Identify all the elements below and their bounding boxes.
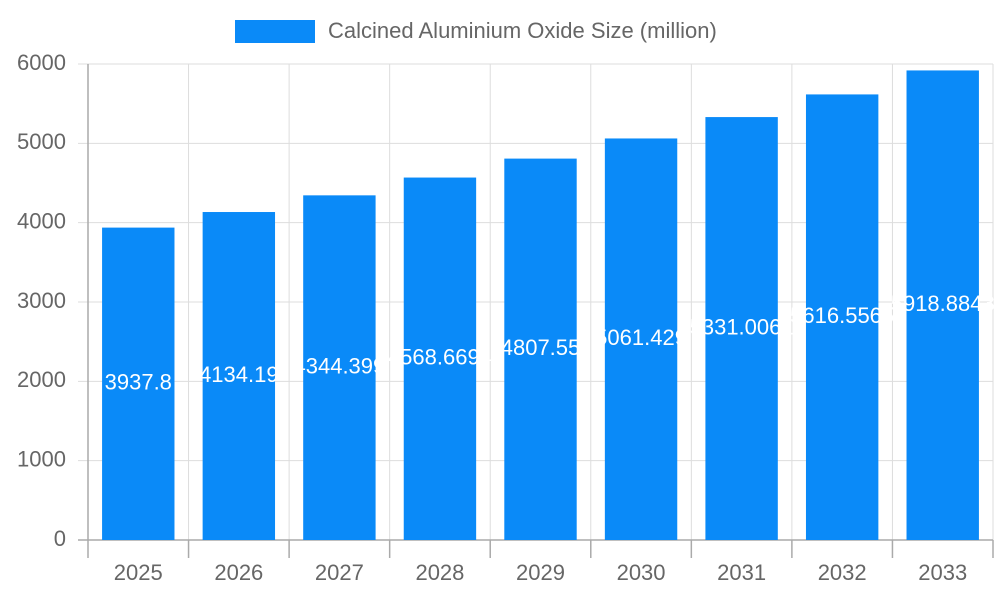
x-tick-label: 2027	[315, 560, 364, 585]
legend-swatch	[235, 20, 315, 43]
y-tick-label: 3000	[17, 288, 66, 313]
bar	[403, 177, 477, 540]
value-label: 5918.8843	[891, 291, 995, 316]
legend-label: Calcined Aluminium Oxide Size (million)	[328, 18, 717, 43]
bar	[604, 138, 678, 540]
y-tick-label: 5000	[17, 129, 66, 154]
x-tick-label: 2025	[114, 560, 163, 585]
x-tick-label: 2028	[415, 560, 464, 585]
x-tick-label: 2026	[214, 560, 263, 585]
bar	[504, 158, 577, 541]
value-label: 5616.5565	[790, 303, 894, 328]
y-tick-label: 2000	[17, 367, 66, 392]
value-label: 4807.55	[501, 335, 581, 360]
value-label: 4134.19	[199, 362, 279, 387]
value-label: 5061.429	[595, 325, 687, 350]
x-tick-label: 2029	[516, 560, 565, 585]
bar	[202, 212, 276, 540]
value-label: 3937.8	[105, 370, 172, 395]
value-label: 5331.0061	[690, 314, 794, 339]
value-label: 4568.6694	[388, 345, 492, 370]
x-tick-label: 2033	[918, 560, 967, 585]
value-label: 4344.399	[294, 353, 386, 378]
y-tick-label: 6000	[17, 50, 66, 75]
x-tick-label: 2031	[717, 560, 766, 585]
bar	[906, 70, 979, 540]
y-tick-label: 4000	[17, 208, 66, 233]
bar	[303, 195, 376, 540]
y-tick-label: 1000	[17, 446, 66, 471]
bar	[102, 227, 175, 540]
x-tick-label: 2032	[818, 560, 867, 585]
x-tick-label: 2030	[617, 560, 666, 585]
bar	[705, 117, 778, 540]
bar	[805, 94, 879, 540]
y-tick-label: 0	[54, 526, 66, 551]
